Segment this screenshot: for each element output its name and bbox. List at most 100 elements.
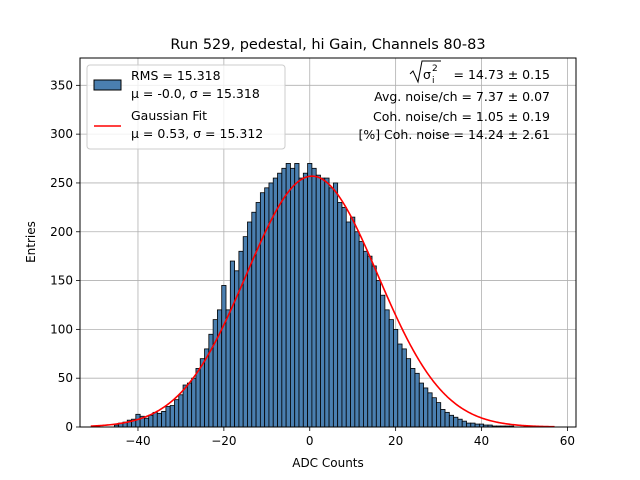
histogram-bar [457, 418, 463, 428]
histogram-bar [298, 177, 304, 428]
histogram-bar [380, 294, 386, 428]
legend-box [86, 64, 286, 150]
y-tick-label: 0 [65, 420, 73, 434]
histogram-bar [470, 422, 476, 428]
noise-annotations: σ i 2 = 14.73 ± 0.15 Avg. noise/ch = 7.3… [358, 60, 550, 142]
y-tick-label: 50 [58, 371, 73, 385]
histogram-bar [217, 309, 223, 428]
histogram-bar [264, 187, 270, 428]
histogram-bar [212, 319, 218, 428]
histogram-bar [148, 414, 154, 428]
annotation-sqrt-sigma-symbol: σ [423, 67, 431, 82]
legend-hist-line2: μ = -0.0, σ = 15.318 [131, 86, 260, 101]
legend-hist-line1: RMS = 15.318 [131, 68, 221, 83]
x-tick-label: 60 [560, 434, 575, 448]
y-tick-label: 150 [50, 274, 73, 288]
legend-fit-line1: Gaussian Fit [131, 108, 207, 123]
annotation-sqrt-sup: 2 [432, 64, 438, 74]
plot-frame [79, 57, 577, 428]
histogram-bar [311, 167, 317, 428]
histogram-bar [290, 167, 296, 428]
histogram-bar [186, 382, 193, 428]
legend-fit-line2: μ = 0.53, σ = 15.312 [131, 126, 263, 141]
histogram-bar [393, 328, 399, 428]
histogram-bar [341, 206, 347, 428]
histogram-bar [461, 420, 467, 428]
histogram-bar [315, 174, 321, 428]
annotation-sqrt-sigma: σ i 2 = 14.73 ± 0.15 [409, 60, 550, 86]
histogram-bar [337, 202, 343, 428]
annotation-sqrt-value: = 14.73 ± 0.15 [454, 67, 550, 82]
y-axis-label: Entries [24, 221, 38, 263]
histogram-bar [178, 394, 184, 428]
x-tick-label: 20 [388, 434, 403, 448]
histogram-bar [384, 309, 390, 428]
histogram-bar [350, 216, 356, 428]
x-axis-label: ADC Counts [292, 456, 364, 470]
axis-ticks: −40 −20 0 20 40 60 0 50 100 150 200 250 300 350 [50, 78, 575, 448]
histogram-bar [169, 405, 175, 428]
legend-hist-patch [93, 79, 122, 91]
histogram-bar [427, 392, 433, 428]
histogram-bar [414, 372, 420, 428]
histogram-bar [247, 221, 253, 428]
y-tick-label: 100 [50, 322, 73, 336]
chart-title: Run 529, pedestal, hi Gain, Channels 80-… [170, 37, 485, 53]
histogram-bar [238, 250, 244, 428]
histogram-bar [191, 377, 197, 428]
histogram-bar [165, 406, 171, 428]
annotation-avg-noise: Avg. noise/ch = 7.37 ± 0.07 [374, 89, 550, 104]
histogram-bars [113, 163, 515, 428]
annotation-coh-noise-pct: [%] Coh. noise = 14.24 ± 2.61 [358, 127, 550, 142]
histogram-bar [277, 172, 283, 428]
histogram-bar [453, 416, 459, 428]
histogram-bar [307, 163, 313, 428]
histogram-bar [285, 163, 291, 428]
annotation-coh-noise: Coh. noise/ch = 1.05 ± 0.19 [373, 109, 550, 124]
histogram-bar [281, 167, 287, 428]
histogram-bar [156, 412, 162, 428]
histogram-bar [363, 250, 369, 428]
y-tick-label: 200 [50, 225, 73, 239]
histogram-bar [251, 211, 257, 428]
histogram-bar [161, 410, 167, 428]
histogram-bar [466, 422, 472, 428]
histogram-bar [152, 411, 158, 428]
histogram-bar [367, 255, 373, 428]
histogram-bar [397, 343, 403, 428]
histogram-bar [199, 358, 205, 428]
histogram-bar [242, 236, 248, 428]
histogram-bar [174, 399, 180, 428]
histogram-bar [195, 368, 201, 428]
histogram-bar [405, 358, 412, 428]
histogram-bar [345, 221, 351, 428]
gaussian-fit-line [90, 175, 555, 428]
histogram-bar [229, 260, 235, 428]
histogram-bar [259, 192, 266, 428]
gaussian-fit [90, 175, 555, 428]
annotation-sqrt-sub: i [432, 76, 435, 86]
legend: RMS = 15.318 μ = -0.0, σ = 15.318 Gaussi… [86, 64, 286, 150]
histogram-bar [320, 177, 326, 428]
histogram-bar [294, 163, 300, 428]
histogram-bar [388, 319, 394, 428]
histogram-bar [448, 414, 455, 428]
x-tick-label: 40 [474, 434, 489, 448]
histogram-bar [358, 241, 364, 428]
histogram-bar [255, 202, 261, 428]
histogram-bar [418, 382, 424, 428]
histogram-bar [371, 265, 377, 428]
histogram-bar [302, 172, 309, 428]
histogram-bar [423, 387, 429, 428]
histogram-bar [221, 285, 227, 428]
histogram-bar [410, 368, 416, 428]
histogram-bar [444, 411, 450, 428]
y-tick-label: 300 [50, 127, 73, 141]
histogram-bar [324, 177, 330, 428]
histogram-bar [436, 402, 442, 428]
histogram-bar [354, 231, 360, 428]
histogram-bar [440, 409, 446, 428]
histogram-bar [431, 397, 437, 428]
x-tick-label: −20 [211, 434, 236, 448]
